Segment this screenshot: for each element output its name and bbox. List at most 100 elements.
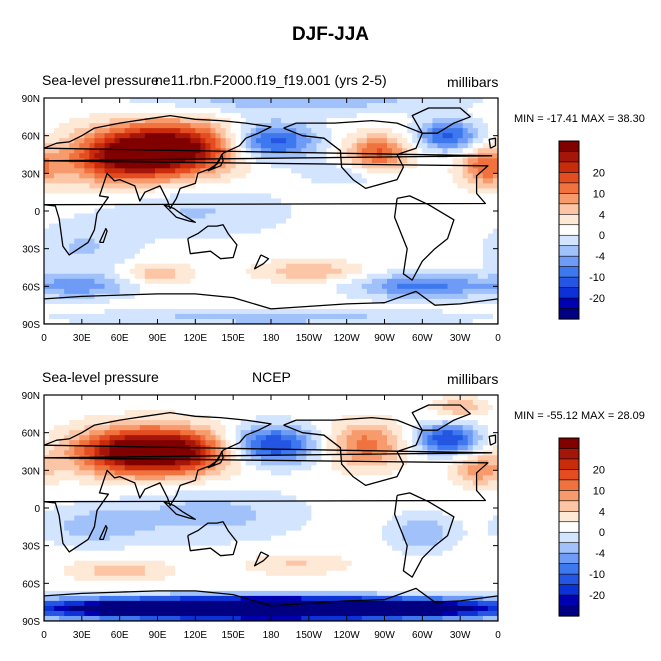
- field-cell: [417, 133, 423, 139]
- field-cell: [387, 395, 393, 401]
- field-cell: [492, 425, 498, 431]
- field-cell: [447, 113, 453, 119]
- field-cell: [180, 273, 186, 280]
- field-cell: [109, 218, 116, 224]
- field-cell: [139, 183, 146, 189]
- field-cell: [99, 420, 105, 426]
- field-cell: [64, 410, 70, 416]
- field-cell: [281, 233, 287, 240]
- field-cell: [69, 228, 75, 234]
- field-cell: [225, 425, 232, 431]
- field-cell: [407, 283, 413, 290]
- field-cell: [84, 103, 90, 109]
- field-cell: [417, 203, 423, 209]
- field-cell: [235, 308, 242, 315]
- field-cell: [427, 318, 433, 324]
- field-cell: [276, 143, 282, 149]
- field-cell: [230, 415, 237, 421]
- field-cell: [417, 258, 423, 265]
- field-cell: [200, 268, 206, 275]
- field-cell: [427, 143, 433, 149]
- field-cell: [276, 193, 282, 199]
- field-cell: [149, 193, 156, 199]
- field-cell: [205, 238, 211, 245]
- field-cell: [381, 123, 388, 129]
- colorbar-label: -10: [589, 272, 605, 284]
- field-cell: [134, 248, 141, 255]
- field-cell: [452, 198, 459, 204]
- field-cell: [336, 153, 343, 159]
- field-cell: [402, 435, 408, 441]
- field-cell: [245, 263, 252, 270]
- field-cell: [124, 148, 131, 154]
- field-cell: [361, 208, 368, 214]
- field-cell: [331, 113, 337, 119]
- field-cell: [306, 253, 312, 260]
- field-cell: [311, 238, 317, 245]
- field-cell: [381, 258, 388, 265]
- field-cell: [89, 268, 95, 275]
- field-cell: [160, 420, 166, 426]
- field-cell: [331, 435, 337, 441]
- field-cell: [482, 288, 489, 295]
- field-cell: [452, 395, 459, 401]
- field-cell: [220, 430, 226, 436]
- field-cell: [200, 153, 206, 159]
- field-cell: [74, 410, 80, 416]
- field-cell: [205, 318, 211, 324]
- field-cell: [54, 243, 60, 250]
- field-cell: [442, 108, 448, 114]
- field-cell: [250, 233, 257, 240]
- field-cell: [281, 263, 287, 270]
- field-cell: [291, 203, 297, 209]
- field-cell: [64, 108, 70, 114]
- field-cell: [371, 233, 378, 240]
- field-cell: [276, 420, 282, 426]
- pressure-field: [44, 395, 498, 621]
- field-cell: [160, 178, 166, 184]
- field-cell: [336, 268, 343, 275]
- field-cell: [99, 283, 105, 290]
- field-cell: [376, 233, 383, 240]
- colorbar-frame: [558, 140, 580, 320]
- field-cell: [260, 158, 267, 164]
- field-cell: [144, 303, 151, 310]
- field-cell: [412, 400, 418, 406]
- field-cell: [387, 148, 393, 154]
- field-cell: [119, 263, 126, 270]
- field-cell: [487, 148, 494, 154]
- field-cell: [250, 103, 257, 109]
- field-cell: [427, 98, 433, 104]
- field-cell: [361, 193, 368, 199]
- field-cell: [407, 293, 413, 300]
- field-cell: [119, 283, 126, 290]
- field-cell: [331, 228, 337, 234]
- field-cell: [84, 283, 90, 290]
- field-cell: [316, 188, 322, 194]
- field-cell: [462, 263, 469, 270]
- field-cell: [417, 395, 423, 401]
- field-cell: [366, 430, 373, 436]
- field-cell: [492, 243, 498, 250]
- field-cell: [230, 138, 237, 144]
- field-cell: [331, 425, 337, 431]
- field-cell: [397, 153, 403, 159]
- field-cell: [104, 118, 110, 124]
- field-cell: [160, 143, 166, 149]
- field-cell: [402, 203, 408, 209]
- field-cell: [467, 218, 474, 224]
- field-cell: [109, 258, 116, 265]
- field-cell: [109, 223, 116, 229]
- field-cell: [154, 238, 161, 245]
- field-cell: [79, 283, 85, 290]
- field-cell: [447, 238, 453, 245]
- field-cell: [281, 293, 287, 300]
- field-cell: [306, 425, 312, 431]
- field-cell: [99, 308, 105, 315]
- field-cell: [109, 440, 116, 446]
- field-cell: [59, 178, 65, 184]
- field-cell: [180, 188, 186, 194]
- field-cell: [296, 435, 302, 441]
- field-cell: [144, 243, 151, 250]
- field-cell: [442, 318, 448, 324]
